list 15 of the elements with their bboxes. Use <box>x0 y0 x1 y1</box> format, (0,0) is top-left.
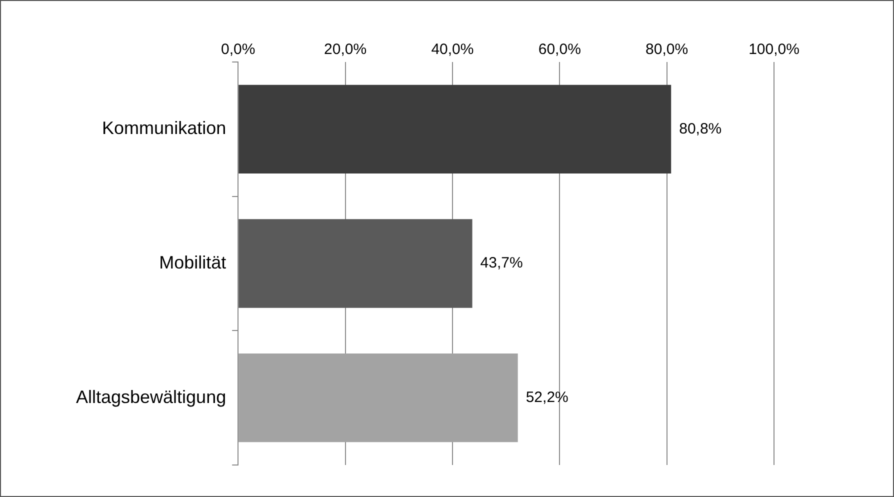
x-tick-label: 60,0% <box>538 41 581 58</box>
x-tick-label: 80,0% <box>646 41 688 58</box>
x-tick-label: 20,0% <box>324 41 367 58</box>
data-label: 52,2% <box>526 388 568 406</box>
y-tick-label: Mobilität <box>159 252 226 272</box>
x-tick-label: 100,0% <box>748 41 800 58</box>
bar <box>238 354 518 442</box>
y-tick-label: Alltagsbewältigung <box>76 386 226 407</box>
data-label: 80,8% <box>679 120 722 138</box>
x-tick-label: 0,0% <box>221 41 256 58</box>
bar <box>238 84 672 174</box>
data-label: 43,7% <box>480 254 523 272</box>
y-tick-label: Kommunikation <box>102 118 226 138</box>
bar <box>238 219 472 308</box>
x-tick-label: 40,0% <box>431 41 474 58</box>
